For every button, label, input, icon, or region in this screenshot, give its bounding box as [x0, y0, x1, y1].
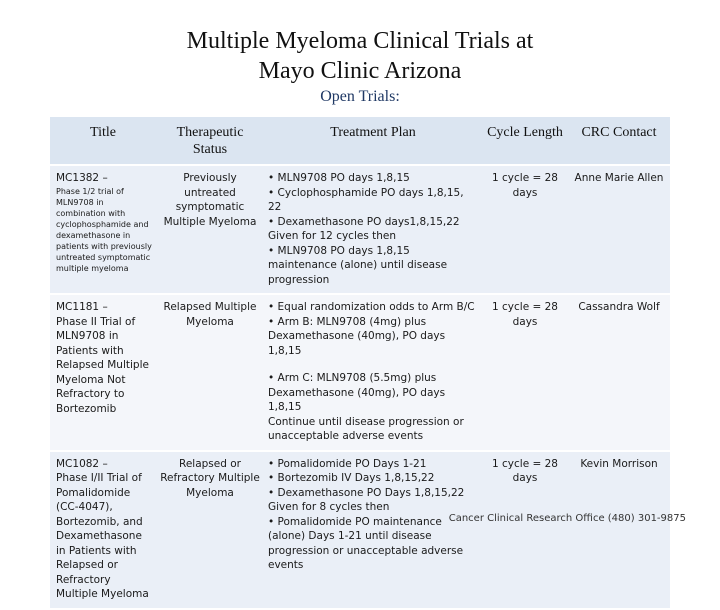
plan-line: • MLN9708 PO days 1,8,15 maintenance (al… — [268, 244, 448, 286]
trial-cycle-length: 1 cycle = 28 days — [482, 450, 568, 610]
trial-description: Phase I/II Trial of Pomalidomide (CC-404… — [56, 472, 149, 600]
trial-crc-contact: Anne Marie Allen — [568, 165, 670, 295]
trial-status: Relapsed or Refractory Multiple Myeloma — [156, 450, 264, 610]
table-row: MC1382 – Phase 1/2 trial of MLN9708 in c… — [50, 165, 670, 295]
trial-description: Phase II Trial of MLN9708 in Patients wi… — [56, 315, 149, 415]
plan-line: • Arm C: MLN9708 (5.5mg) plus Dexamethas… — [268, 372, 446, 413]
plan-line: • Bortezomib IV Days 1,8,15,22 — [268, 472, 435, 484]
trial-id: MC1382 – — [56, 172, 108, 184]
table-row: MC1082 – Phase I/II Trial of Pomalidomid… — [50, 450, 670, 610]
page-title-line-2: Mayo Clinic Arizona — [258, 58, 462, 84]
plan-spacer — [268, 358, 478, 371]
plan-line: • MLN9708 PO days 1,8,15 — [268, 172, 410, 184]
footer-contact: Cancer Clinical Research Office (480) 30… — [448, 513, 686, 524]
section-subtitle: Open Trials: — [320, 88, 400, 105]
trial-id: MC1181 – — [56, 301, 108, 313]
plan-line: • Equal randomization odds to Arm B/C — [268, 301, 475, 313]
trial-crc-contact: Cassandra Wolf — [568, 294, 670, 452]
page-title-line-1: Multiple Myeloma Clinical Trials at — [186, 28, 534, 54]
trial-plan: • MLN9708 PO days 1,8,15 • Cyclophospham… — [264, 165, 482, 295]
trial-cycle-length: 1 cycle = 28 days — [482, 165, 568, 295]
header-cycle: Cycle Length — [482, 117, 568, 166]
plan-line: Continue until disease progression or un… — [268, 415, 464, 443]
trial-crc-contact: Kevin Morrison — [568, 450, 670, 610]
table-header-row: Title Therapeutic Status Treatment Plan … — [50, 117, 670, 166]
trial-plan: • Pomalidomide PO Days 1-21 • Bortezomib… — [264, 450, 482, 610]
trial-cycle-length: 1 cycle = 28 days — [482, 294, 568, 452]
plan-line: • Dexamethasone PO Days 1,8,15,22 — [268, 486, 465, 499]
header-status: Therapeutic Status — [156, 117, 264, 166]
header-plan: Treatment Plan — [264, 117, 482, 166]
trial-title-cell: MC1082 – Phase I/II Trial of Pomalidomid… — [50, 450, 156, 610]
header-title: Title — [50, 117, 156, 166]
plan-line: Given for 12 cycles then — [268, 230, 397, 242]
page-title: Multiple Myeloma Clinical Trials at Mayo… — [0, 26, 720, 86]
trials-table: Title Therapeutic Status Treatment Plan … — [50, 117, 670, 610]
plan-line: • Dexamethasone PO days1,8,15,22 — [268, 215, 460, 228]
header-contact: CRC Contact — [568, 117, 670, 166]
plan-line: • Pomalidomide PO Days 1-21 — [268, 457, 427, 470]
trial-title-cell: MC1181 – Phase II Trial of MLN9708 in Pa… — [50, 294, 156, 452]
table-row: MC1181 – Phase II Trial of MLN9708 in Pa… — [50, 294, 670, 452]
trial-id: MC1082 – — [56, 457, 108, 470]
trial-status: Previously untreated symptomatic Multipl… — [156, 165, 264, 295]
trial-status: Relapsed Multiple Myeloma — [156, 294, 264, 452]
plan-line: • Arm B: MLN9708 (4mg) plus Dexamethason… — [268, 315, 446, 357]
trial-title-cell: MC1382 – Phase 1/2 trial of MLN9708 in c… — [50, 165, 156, 295]
plan-line: • Pomalidomide PO maintenance (alone) Da… — [268, 515, 464, 572]
plan-line: Given for 8 cycles then — [268, 501, 390, 513]
plan-line: • Cyclophosphamide PO days 1,8,15, 22 — [268, 186, 464, 214]
trial-description: Phase 1/2 trial of MLN9708 in combinatio… — [56, 186, 152, 273]
trial-plan: • Equal randomization odds to Arm B/C • … — [264, 294, 482, 452]
